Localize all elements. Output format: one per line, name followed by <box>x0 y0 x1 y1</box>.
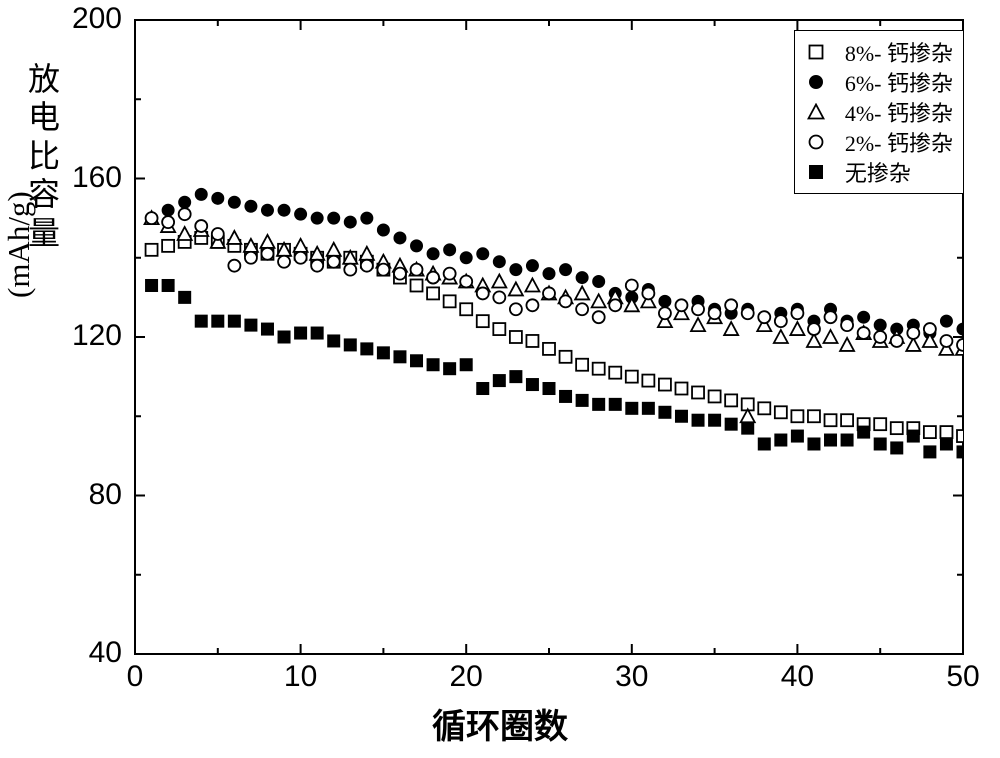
legend-marker-icon <box>803 159 829 185</box>
legend-entry: 6%- 钙掺杂 <box>803 67 953 97</box>
x-tick-label: 40 <box>767 660 827 694</box>
legend-label: 8%- 钙掺杂 <box>845 36 953 68</box>
legend-label: 无掺杂 <box>845 156 911 188</box>
legend-label: 4%- 钙掺杂 <box>845 96 953 128</box>
x-tick-label: 20 <box>436 660 496 694</box>
legend-marker-icon <box>803 129 829 155</box>
legend-entry: 无掺杂 <box>803 157 953 187</box>
x-axis-label: 循环圈数 <box>0 699 1000 748</box>
legend-marker-icon <box>803 69 829 95</box>
legend-box: 8%- 钙掺杂6%- 钙掺杂4%- 钙掺杂2%- 钙掺杂无掺杂 <box>794 30 964 194</box>
legend-label: 2%- 钙掺杂 <box>845 126 953 158</box>
x-tick-label: 30 <box>602 660 662 694</box>
legend-marker-icon <box>803 99 829 125</box>
y-tick-label: 200 <box>62 2 122 36</box>
x-tick-label: 0 <box>105 660 165 694</box>
legend-entry: 4%- 钙掺杂 <box>803 97 953 127</box>
legend-entry: 2%- 钙掺杂 <box>803 127 953 157</box>
legend-marker-icon <box>803 39 829 65</box>
x-tick-label: 10 <box>271 660 331 694</box>
y-tick-label: 120 <box>62 319 122 353</box>
y-tick-label: 160 <box>62 161 122 195</box>
chart-container: 放电比容量 (mAh/g) 循环圈数 8%- 钙掺杂6%- 钙掺杂4%- 钙掺杂… <box>0 0 1000 758</box>
x-tick-label: 50 <box>933 660 993 694</box>
legend-entry: 8%- 钙掺杂 <box>803 37 953 67</box>
y-axis-label-unit: (mAh/g) <box>1 191 37 298</box>
y-tick-label: 80 <box>62 478 122 512</box>
legend-label: 6%- 钙掺杂 <box>845 66 953 98</box>
